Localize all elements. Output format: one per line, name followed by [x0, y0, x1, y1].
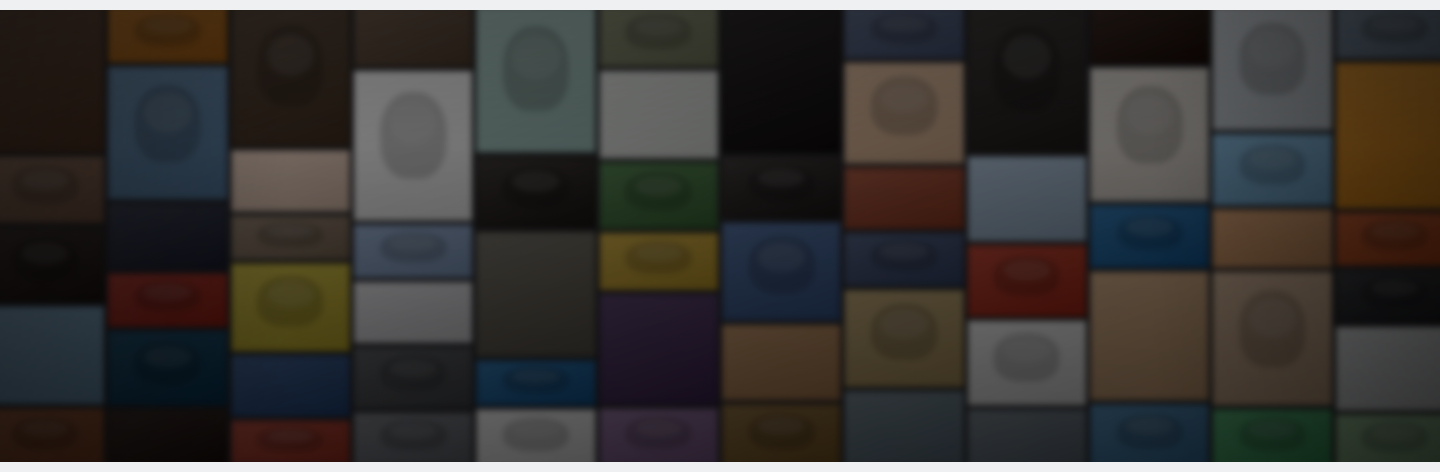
- poster-column: [1212, 10, 1332, 462]
- poster-thumbnail: [1212, 134, 1332, 206]
- poster-column: [108, 10, 227, 462]
- poster-thumbnail: [231, 355, 350, 417]
- poster-thumbnail: [1090, 271, 1209, 401]
- poster-thumbnail: [0, 156, 105, 223]
- poster-thumbnail: [353, 412, 473, 462]
- poster-thumbnail: [967, 320, 1087, 406]
- poster-thumbnail: [353, 70, 473, 221]
- page-top-strip: [0, 0, 1440, 10]
- poster-thumbnail: [108, 330, 227, 406]
- poster-thumbnail: [1335, 212, 1440, 266]
- poster-grid: [0, 10, 1440, 462]
- poster-column: [353, 10, 473, 462]
- poster-thumbnail: [722, 324, 841, 401]
- poster-thumbnail: [0, 10, 105, 153]
- poster-thumbnail: [1212, 409, 1332, 462]
- poster-thumbnail: [1212, 10, 1332, 130]
- poster-column: [476, 10, 596, 462]
- poster-column: [1090, 10, 1209, 462]
- poster-thumbnail: [108, 273, 227, 327]
- poster-thumbnail: [722, 10, 841, 153]
- poster-thumbnail: [967, 156, 1087, 242]
- poster-column: [0, 10, 105, 462]
- poster-thumbnail: [0, 306, 105, 405]
- poster-thumbnail: [599, 232, 718, 291]
- poster-thumbnail: [967, 409, 1087, 462]
- poster-thumbnail: [476, 231, 596, 357]
- poster-thumbnail: [1335, 62, 1440, 209]
- poster-thumbnail: [231, 420, 350, 462]
- poster-thumbnail: [0, 408, 105, 462]
- poster-thumbnail: [108, 10, 227, 63]
- poster-column: [599, 10, 718, 462]
- poster-thumbnail: [844, 391, 964, 462]
- poster-column: [231, 10, 350, 462]
- poster-thumbnail: [231, 215, 350, 260]
- poster-column: [1335, 10, 1440, 462]
- hero-poster-collage: [0, 10, 1440, 462]
- poster-thumbnail: [1090, 404, 1209, 462]
- poster-thumbnail: [0, 226, 105, 303]
- poster-thumbnail: [722, 222, 841, 321]
- poster-thumbnail: [108, 409, 227, 462]
- poster-thumbnail: [1090, 205, 1209, 268]
- poster-thumbnail: [353, 347, 473, 409]
- poster-thumbnail: [1335, 326, 1440, 411]
- poster-thumbnail: [108, 66, 227, 200]
- poster-column: [844, 10, 964, 462]
- poster-thumbnail: [599, 294, 718, 405]
- poster-thumbnail: [844, 290, 964, 387]
- poster-thumbnail: [353, 10, 473, 67]
- poster-thumbnail: [844, 62, 964, 164]
- poster-thumbnail: [967, 245, 1087, 317]
- poster-thumbnail: [722, 156, 841, 219]
- poster-thumbnail: [476, 360, 596, 406]
- poster-thumbnail: [353, 224, 473, 278]
- poster-thumbnail: [1335, 10, 1440, 59]
- poster-thumbnail: [476, 156, 596, 228]
- poster-thumbnail: [1090, 10, 1209, 64]
- poster-thumbnail: [476, 10, 596, 153]
- poster-thumbnail: [231, 10, 350, 147]
- poster-thumbnail: [599, 408, 718, 462]
- poster-thumbnail: [967, 10, 1087, 153]
- poster-thumbnail: [108, 203, 227, 270]
- poster-thumbnail: [1212, 209, 1332, 268]
- poster-thumbnail: [1212, 271, 1332, 406]
- poster-column: [967, 10, 1087, 462]
- poster-thumbnail: [1335, 269, 1440, 323]
- poster-thumbnail: [599, 162, 718, 229]
- page-bottom-strip: [0, 462, 1440, 472]
- poster-thumbnail: [844, 167, 964, 229]
- poster-column: [722, 10, 841, 462]
- poster-thumbnail: [353, 281, 473, 344]
- poster-thumbnail: [1335, 414, 1440, 462]
- poster-thumbnail: [231, 263, 350, 352]
- poster-thumbnail: [1090, 67, 1209, 202]
- poster-thumbnail: [599, 70, 718, 159]
- poster-thumbnail: [599, 10, 718, 67]
- poster-thumbnail: [844, 232, 964, 286]
- poster-thumbnail: [844, 10, 964, 59]
- poster-thumbnail: [231, 150, 350, 212]
- poster-thumbnail: [476, 409, 596, 462]
- poster-thumbnail: [722, 404, 841, 462]
